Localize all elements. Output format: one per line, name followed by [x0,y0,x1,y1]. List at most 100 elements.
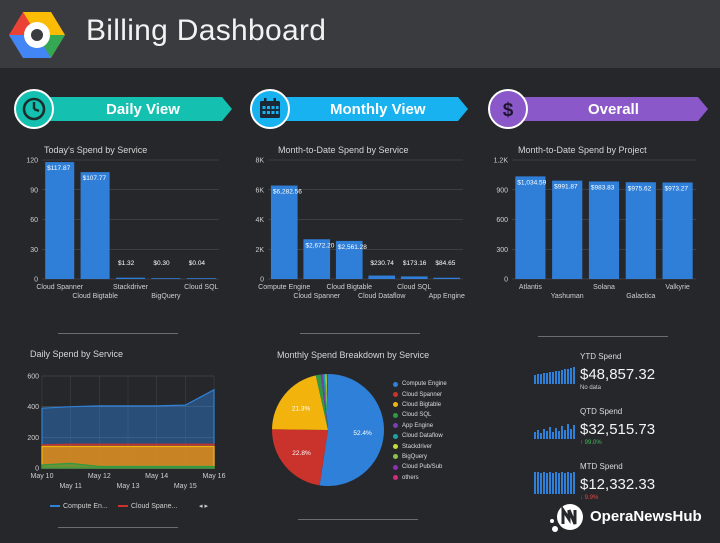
x-tick-label: May 14 [145,473,168,480]
data-label: $0.04 [189,260,206,267]
y-tick-label: 300 [496,247,508,254]
divider [538,336,668,337]
legend-item[interactable]: Stackdriver [393,441,447,451]
pie-slice[interactable] [272,375,328,430]
data-label: $1,034.59 [517,179,546,186]
series-area[interactable] [41,462,215,469]
daily-view-banner [42,97,232,121]
bar[interactable] [186,278,216,279]
legend-swatch [393,454,398,460]
section-overall[interactable]: $ Overall [488,89,710,129]
bar[interactable] [151,278,181,279]
y-tick-label: 120 [26,158,38,165]
data-label: $230.74 [370,260,394,267]
bar[interactable] [80,172,110,279]
legend-swatch [393,444,398,450]
y-tick-label: 600 [27,374,39,381]
pie-slice[interactable] [319,374,384,486]
y-tick-label: 900 [496,187,508,194]
bar[interactable] [368,275,396,279]
divider [58,333,178,334]
section-monthly-view[interactable]: Monthly View [250,89,470,129]
x-tick-label: May 15 [174,483,197,490]
legend-label[interactable]: Cloud Spane... [131,503,177,510]
x-tick-label: Cloud Bigtable [72,293,118,300]
y-tick-label: 200 [27,435,39,442]
pie-slice[interactable] [323,374,328,430]
x-tick-label: Compute Engine [258,284,310,291]
pie-slice[interactable] [326,374,328,430]
bar[interactable] [45,162,75,279]
legend-label[interactable]: Compute En... [63,503,108,510]
divider [58,527,178,528]
metric-change: ↓ 9.9% [580,495,599,501]
watermark-text: OperaNewsHub [590,508,702,525]
bar[interactable] [270,185,298,279]
section-label-overall: Overall [588,101,639,118]
bar[interactable] [433,277,461,279]
pie-slice[interactable] [326,374,328,430]
slice-label: 52.4% [353,430,372,437]
pie-slice[interactable] [320,374,328,430]
data-label: $991.87 [554,184,578,191]
data-label: $975.62 [628,185,652,192]
monthly-bar-chart: 8K 6K 4K 2K 0 $6,282.56 $2,672.20 $2,561.28 $230… [255,158,465,301]
legend-item[interactable]: Cloud Spanner [393,389,447,399]
bar[interactable] [662,182,693,279]
bar[interactable] [588,181,620,279]
bar[interactable] [303,239,331,279]
bar[interactable] [552,180,583,279]
legend-item[interactable]: Cloud SQL [393,410,447,420]
bar[interactable] [335,240,363,279]
page-title: Billing Dashboard [86,14,327,47]
pie-slice[interactable] [272,429,328,486]
bar[interactable] [515,176,546,279]
data-label: $107.77 [83,175,107,182]
legend-swatch [393,433,398,439]
data-label: $6,282.56 [273,189,302,196]
legend-item[interactable]: Cloud Dataflow [393,431,447,441]
dollar-icon: $ [488,89,528,129]
daily-spend-title: Daily Spend by Service [30,349,124,359]
pie-legend: Compute Engine Cloud Spanner Cloud Bigta… [393,379,447,483]
legend-item[interactable]: App Engine [393,421,447,431]
legend-item[interactable]: Cloud Pub/Sub [393,462,447,472]
section-daily-view[interactable]: Daily View [14,89,234,129]
legend-label: Cloud Bigtable [402,401,442,408]
metric-change: No data [580,385,602,391]
legend-item[interactable]: BigQuery [393,452,447,462]
legend-pager[interactable]: ◂ ▸ [199,503,208,510]
data-label: $173.16 [403,260,427,267]
series-area[interactable] [41,445,215,469]
y-tick-label: 0 [34,277,38,284]
x-tick-label: BigQuery [151,293,181,300]
legend-item[interactable]: Compute Engine [393,379,447,389]
legend-item[interactable]: Cloud Bigtable [393,400,447,410]
x-tick-label: Cloud SQL [397,284,431,291]
slice-label: 22.8% [292,450,311,457]
pie-slice[interactable] [325,374,328,430]
y-tick-label: 2K [255,247,264,254]
legend-item[interactable]: others [393,473,447,483]
x-tick-label: Cloud Dataflow [358,293,406,300]
legend-swatch [393,392,398,398]
data-label: $1.32 [118,260,135,267]
y-tick-label: 90 [30,187,38,194]
x-tick-label: May 16 [203,473,226,480]
metric-label: MTD Spend [580,462,623,471]
header-bar: Billing Dashboard [0,0,720,68]
y-tick-label: 30 [30,247,38,254]
operanewshub-watermark: OperaNewsHub [548,500,714,534]
x-tick-label: May 11 [59,483,82,490]
legend-label: others [402,474,419,481]
pie-slice[interactable] [315,374,328,430]
x-tick-label: Cloud Bigtable [326,284,372,291]
divider [298,519,418,520]
bar[interactable] [115,277,146,279]
qtd-sparkline [534,424,575,439]
y-tick-label: 6K [255,187,264,194]
bar[interactable] [400,276,428,279]
bar[interactable] [625,182,656,279]
data-label: $84.65 [435,260,455,267]
